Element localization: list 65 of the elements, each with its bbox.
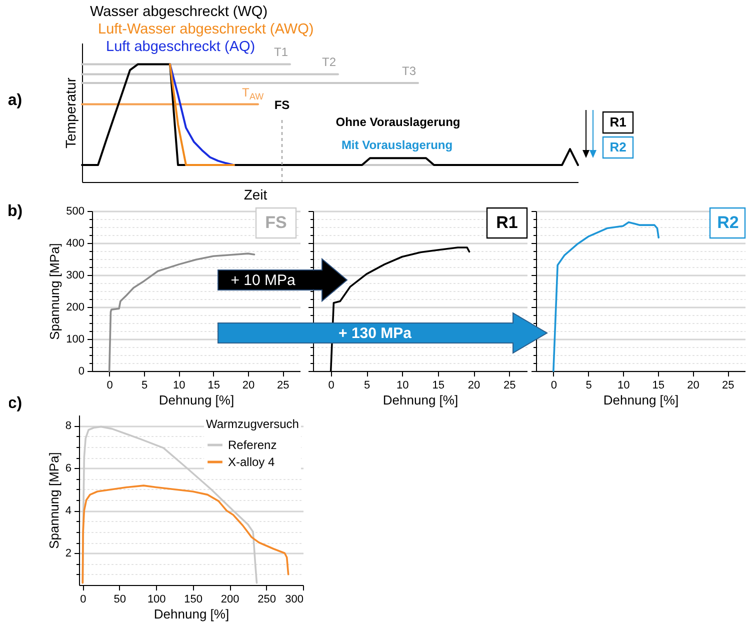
- x-tick-label: 300: [285, 594, 304, 606]
- x-axis-title: Dehnung [%]: [158, 392, 234, 408]
- y-tick-label: 500: [66, 206, 84, 218]
- x-tick-label: 150: [184, 594, 203, 606]
- y-axis-title: Spannung [MPa]: [47, 243, 62, 340]
- text: a): [8, 92, 22, 109]
- y-tick-label: 8: [65, 420, 72, 432]
- annotation: FS: [265, 213, 287, 232]
- annotation: FS: [274, 98, 290, 112]
- x-tick-label: 100: [147, 594, 166, 606]
- text: c): [8, 395, 22, 412]
- x-tick-label: 25: [277, 380, 290, 392]
- y-tick-label: 100: [66, 334, 84, 346]
- text: Wasser abgeschreckt (WQ): [90, 4, 268, 20]
- x-tick-label: 5: [141, 380, 148, 392]
- y-tick-label: 0: [78, 366, 84, 378]
- x-tick-label: 0: [550, 380, 557, 392]
- annotation: + 10 MPa: [230, 272, 296, 289]
- legend-title: Warmzugversuch: [206, 417, 299, 431]
- x-tick-label: 15: [652, 380, 665, 392]
- x-tick-label: 25: [504, 380, 516, 392]
- y-tick-label: 400: [66, 238, 84, 250]
- x-tick-label: 10: [173, 380, 186, 392]
- x-tick-label: 0: [328, 380, 334, 392]
- legend-label: Referenz: [228, 438, 277, 452]
- series-label: Luft abgeschreckt (AQ): [106, 39, 256, 55]
- annotation: R1: [496, 213, 518, 232]
- text: b): [7, 203, 23, 220]
- x-axis-title: Dehnung [%]: [603, 392, 679, 408]
- annotation: Ohne Vorauslagerung: [336, 115, 460, 129]
- x-tick-label: 5: [586, 380, 592, 392]
- y-axis-title: Temperatur: [62, 77, 78, 148]
- y-tick-label: 300: [66, 270, 84, 282]
- text: R2: [610, 140, 626, 154]
- y-tick-label: 2: [65, 548, 72, 560]
- text: R1: [610, 114, 626, 130]
- legend-label: X-alloy 4: [228, 455, 276, 469]
- x-tick-label: 10: [617, 380, 630, 392]
- y-axis-title: Spannung [MPa]: [46, 452, 62, 549]
- x-tick-label: 5: [364, 380, 370, 392]
- annotation: + 130 MPa: [338, 324, 412, 342]
- x-axis-title: Zeit: [244, 186, 268, 202]
- y-tick-label: 4: [65, 505, 72, 518]
- x-tick-label: 20: [242, 380, 255, 392]
- series-label: T2: [322, 55, 336, 70]
- x-tick-label: 25: [722, 380, 734, 392]
- y-tick-label: 6: [65, 462, 72, 475]
- y-tick-label: 200: [66, 302, 84, 314]
- x-tick-label: 10: [396, 380, 409, 392]
- x-tick-label: 50: [114, 594, 126, 606]
- x-axis-title: Dehnung [%]: [382, 392, 458, 408]
- x-tick-label: 20: [468, 380, 480, 392]
- annotation: R2: [717, 213, 739, 232]
- x-tick-label: 0: [106, 380, 113, 392]
- annotation: Mit Vorauslagerung: [341, 138, 453, 152]
- x-tick-label: 15: [208, 380, 220, 392]
- text: Luft-Wasser abgeschreckt (AWQ): [98, 22, 314, 38]
- x-tick-label: 20: [687, 380, 700, 392]
- line-series: [82, 484, 290, 584]
- x-tick-label: 250: [258, 594, 276, 606]
- series-label: T1: [274, 45, 288, 60]
- series-label: T3: [402, 64, 416, 78]
- x-tick-label: 15: [432, 380, 444, 392]
- x-axis-title: Dehnung [%]: [154, 606, 230, 622]
- x-tick-label: 200: [220, 594, 240, 606]
